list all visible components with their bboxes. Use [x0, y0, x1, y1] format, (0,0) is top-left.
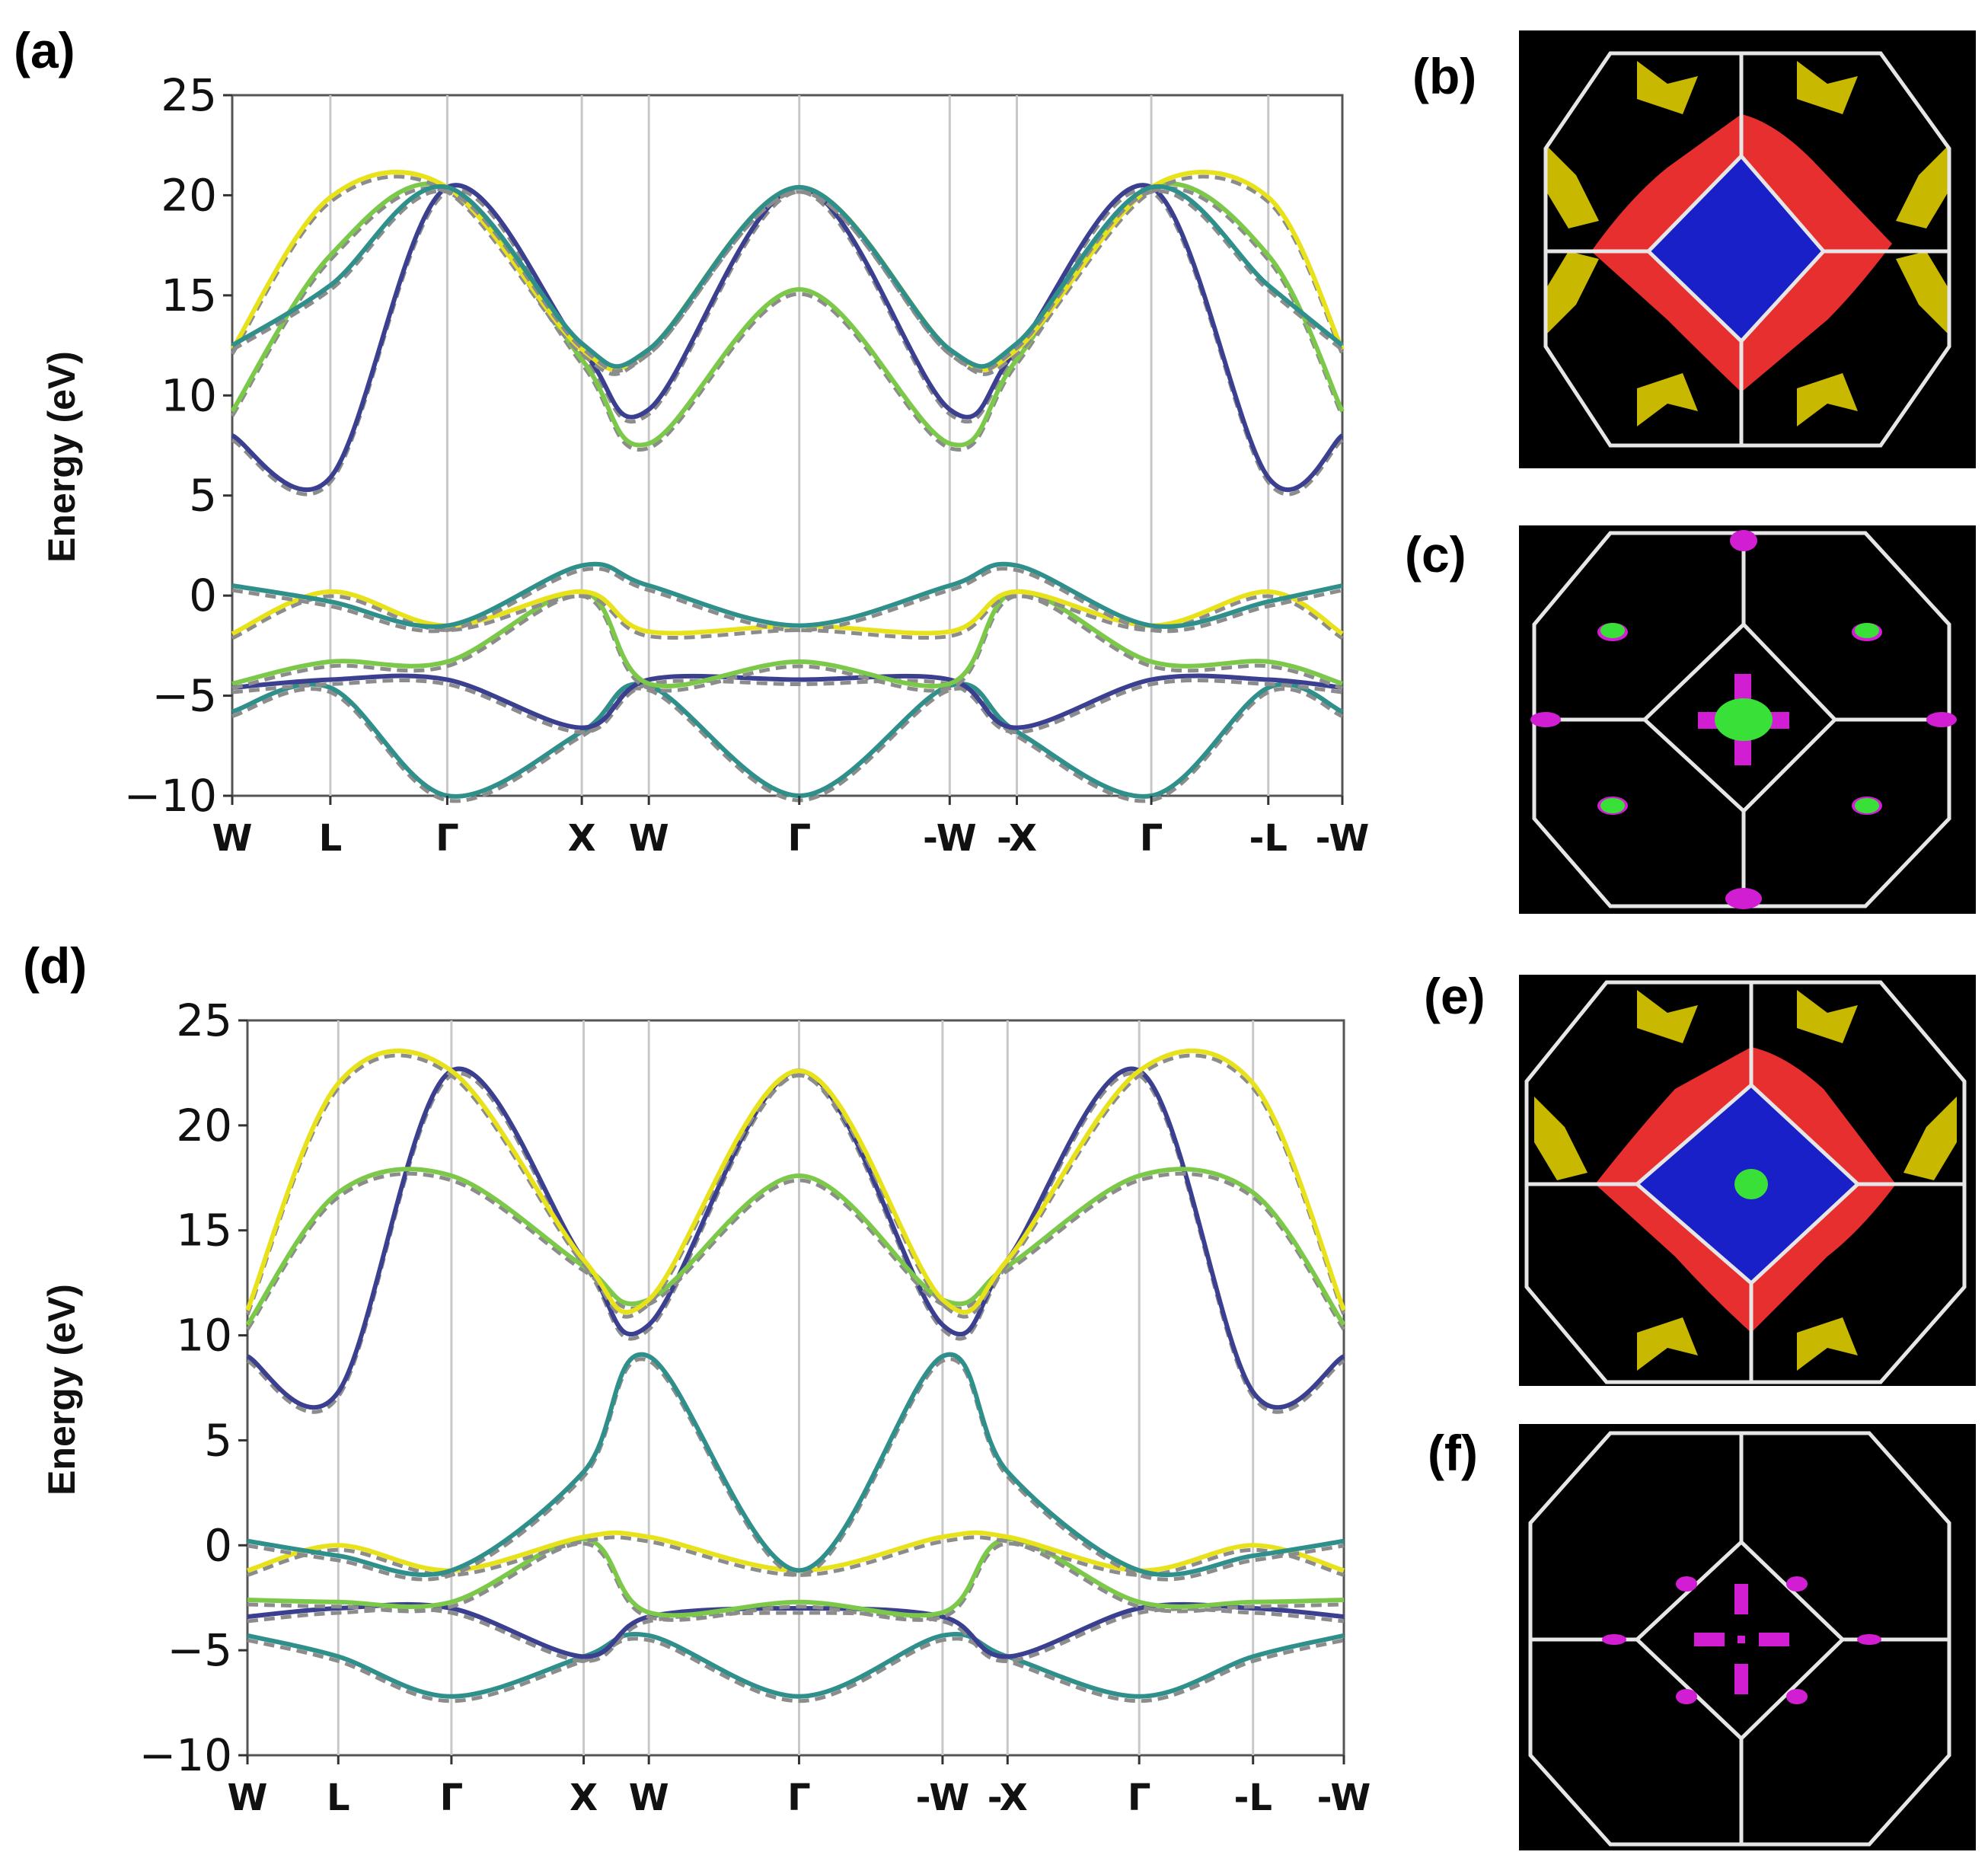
brillouin-zone-outline	[1524, 980, 1967, 1384]
panel-label-a: (a)	[14, 22, 75, 78]
xtick-label: Γ	[1140, 817, 1163, 860]
xtick-label: W	[629, 817, 669, 860]
ytick-label: 25	[176, 995, 232, 1046]
xtick-label: X	[568, 817, 596, 860]
band-line-band4	[247, 1530, 1345, 1573]
ytick-label: 15	[176, 1205, 232, 1256]
band-line-band2	[231, 673, 1343, 730]
yticks-a: −10 −5 0 5 10 15 20 25	[124, 69, 232, 822]
reference-band-line	[247, 1357, 1345, 1582]
yticks-d: −10 −5 0 5 10 15 20 25	[139, 995, 247, 1781]
ylabel-d: Energy (eV)	[40, 1284, 83, 1496]
panel-label-f: (f)	[1428, 1425, 1478, 1481]
xtick-label: Γ	[787, 1777, 811, 1819]
ytick-label: −5	[152, 670, 218, 722]
xtick-label: Γ	[1128, 1777, 1151, 1819]
ytick-label: 25	[161, 69, 217, 121]
fs-yellow-sheet	[1534, 990, 1957, 1371]
reference-band-line	[246, 1071, 1345, 1414]
reference-band-line	[247, 1607, 1345, 1663]
xtick-label: -L	[1249, 817, 1288, 860]
ytick-label: 20	[161, 169, 217, 221]
xtick-label: -L	[1233, 1777, 1272, 1819]
ytick-label: 15	[161, 270, 217, 321]
reference-band-line	[231, 187, 1344, 496]
reference-band-line	[231, 594, 1343, 693]
band-line-band3	[231, 589, 1343, 689]
ytick-label: −5	[168, 1624, 233, 1676]
reference-band-line	[231, 567, 1343, 634]
bands-a	[230, 169, 1345, 803]
xtick-label: -X	[988, 1777, 1028, 1819]
ytick-label: −10	[124, 770, 217, 822]
axes-frame-a	[231, 94, 1344, 797]
ytick-label: 0	[204, 1519, 232, 1571]
bands-d	[245, 1048, 1346, 1703]
reference-band-line	[231, 678, 1343, 735]
reference-band-line	[245, 1053, 1346, 1319]
kpoint-lines-d	[337, 1020, 1255, 1755]
band-line-band8	[230, 169, 1345, 372]
xtick-label: -X	[997, 817, 1037, 860]
fermi-surface-f	[1519, 1424, 1976, 1850]
reference-band-line	[245, 1171, 1346, 1331]
xtick-label: W	[228, 1777, 268, 1819]
ytick-label: 10	[176, 1310, 232, 1362]
band-line-band3	[247, 1537, 1345, 1618]
xticks-a: W L Γ X W Γ -W -X Γ -L -W	[212, 796, 1370, 860]
fs-yellow-sheet	[1546, 61, 1949, 426]
band-line-band9	[231, 184, 1344, 369]
xtick-label: Γ	[440, 1777, 464, 1819]
band-line-band1	[247, 1631, 1345, 1699]
ylabel-a: Energy (eV)	[40, 351, 83, 563]
xtick-label: -W	[923, 817, 977, 860]
xtick-label: W	[212, 817, 253, 860]
xtick-label: L	[327, 1777, 350, 1819]
panel-label-b: (b)	[1412, 48, 1477, 104]
brillouin-zone-outline	[1543, 51, 1951, 448]
xtick-label: W	[629, 1777, 669, 1819]
xtick-label: X	[570, 1777, 598, 1819]
xtick-label: -W	[916, 1777, 970, 1819]
ytick-label: 0	[189, 570, 217, 621]
ytick-label: 5	[189, 470, 217, 522]
ytick-label: 10	[161, 369, 217, 421]
xtick-label: Γ	[787, 817, 811, 860]
panel-label-e: (e)	[1424, 968, 1485, 1024]
reference-band-line	[247, 1541, 1345, 1622]
ytick-label: 20	[176, 1100, 232, 1151]
band-line-band5	[231, 561, 1343, 629]
ytick-label: −10	[139, 1729, 232, 1781]
band-line-band7	[230, 181, 1345, 448]
fs-green-pockets	[1600, 623, 1879, 813]
xticks-d: W L Γ X W Γ -W -X Γ -L -W	[228, 1755, 1371, 1819]
xtick-label: Γ	[436, 817, 459, 860]
fermi-surface-e	[1519, 975, 1976, 1386]
fs-magenta-pockets	[1602, 1576, 1881, 1704]
xtick-label: -W	[1316, 817, 1370, 860]
band-line-band6	[246, 1066, 1345, 1410]
band-line-band6	[231, 183, 1344, 493]
xtick-label: L	[319, 817, 343, 860]
fermi-surface-b	[1519, 30, 1976, 468]
panel-label-d: (d)	[23, 937, 88, 994]
panel-label-c: (c)	[1405, 526, 1466, 583]
band-line-band5	[247, 1352, 1345, 1578]
fermi-surface-c	[1519, 525, 1976, 914]
fs-green-pocket	[1734, 1169, 1768, 1199]
band-line-band8	[245, 1048, 1346, 1315]
band-line-band1	[231, 682, 1344, 799]
reference-band-line	[247, 1636, 1345, 1703]
band-line-band7	[245, 1167, 1346, 1327]
xtick-label: -W	[1317, 1777, 1371, 1819]
reference-band-line	[231, 189, 1344, 373]
reference-band-line	[230, 174, 1345, 376]
axes-frame-d	[246, 1019, 1345, 1757]
ytick-label: 5	[204, 1414, 232, 1466]
